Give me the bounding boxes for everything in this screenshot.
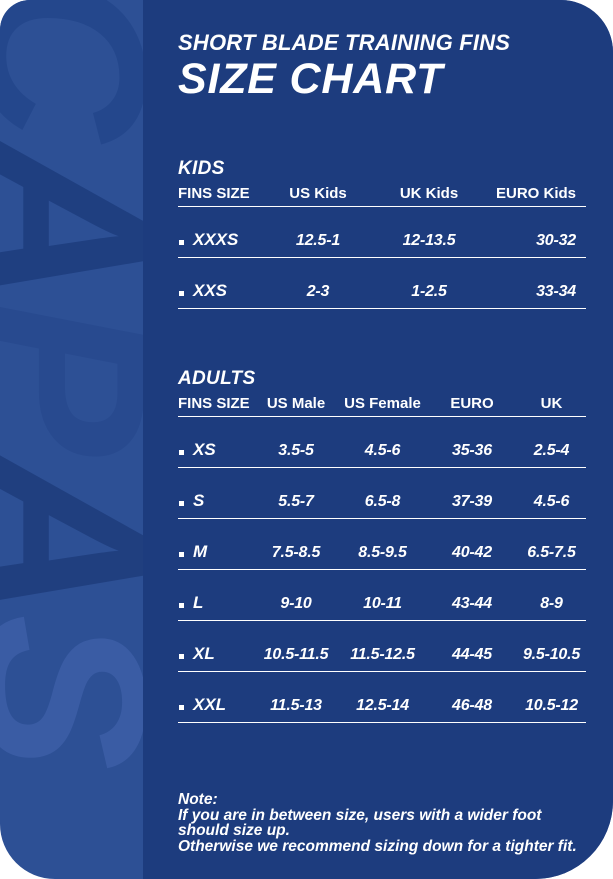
adults-table-header: FINS SIZE US Male US Female EURO UK xyxy=(178,392,586,417)
bullet-icon xyxy=(179,654,184,659)
bullet-icon xyxy=(179,501,184,506)
cell: 46-48 xyxy=(452,697,492,714)
size-label: XS xyxy=(193,440,216,459)
product-subtitle: SHORT BLADE TRAINING FINS xyxy=(178,30,511,55)
cell: 12.5-1 xyxy=(295,232,341,249)
adults-section: ADULTS FINS SIZE US Male US Female EURO … xyxy=(178,368,586,723)
cell: 4.5-6 xyxy=(364,442,401,459)
cell: 12.5-14 xyxy=(356,697,409,714)
cell: 37-39 xyxy=(452,493,492,510)
table-row: S 5.5-7 6.5-8 37-39 4.5-6 xyxy=(178,468,586,519)
size-label: S xyxy=(193,491,205,510)
cell: 44-45 xyxy=(452,646,492,663)
cell: 10.5-12 xyxy=(525,697,578,714)
bullet-icon xyxy=(179,705,184,710)
bullet-icon xyxy=(179,240,184,245)
cell: 4.5-6 xyxy=(533,493,570,510)
cell: 35-36 xyxy=(452,442,492,459)
fin-size-cell: XXXS xyxy=(178,207,263,257)
adults-heading: ADULTS xyxy=(178,368,256,389)
cell: 6.5-7.5 xyxy=(527,544,576,561)
size-label: XXXS xyxy=(193,230,239,249)
column-header: UK Kids xyxy=(399,185,459,202)
cell: 33-34 xyxy=(536,283,576,300)
cell: 9-10 xyxy=(280,595,312,612)
brand-watermark: CAPAS xyxy=(0,0,195,879)
page-title: SIZE CHART xyxy=(178,55,444,103)
column-header: EURO xyxy=(450,395,494,412)
table-row: XXXS 12.5-1 12-13.5 30-32 xyxy=(178,207,586,258)
sizing-note: Note: If you are in between size, users … xyxy=(178,792,586,854)
fin-size-cell: XXS xyxy=(178,258,263,308)
table-row: XXS 2-3 1-2.5 33-34 xyxy=(178,258,586,309)
size-label: XL xyxy=(193,644,215,663)
fin-size-cell: XL xyxy=(178,621,254,671)
kids-table-header: FINS SIZE US Kids UK Kids EURO Kids xyxy=(178,182,586,207)
bullet-icon xyxy=(179,603,184,608)
bullet-icon xyxy=(179,450,184,455)
cell: 10-11 xyxy=(363,595,402,612)
cell: 2-3 xyxy=(306,283,330,300)
fin-size-cell: XXL xyxy=(178,672,254,722)
cell: 40-42 xyxy=(452,544,492,561)
bullet-icon xyxy=(179,291,184,296)
table-row: XXL 11.5-13 12.5-14 46-48 10.5-12 xyxy=(178,672,586,723)
kids-heading: KIDS xyxy=(178,158,225,179)
table-row: L 9-10 10-11 43-44 8-9 xyxy=(178,570,586,621)
note-line: Otherwise we recommend sizing down for a… xyxy=(178,837,577,855)
column-header: US Kids xyxy=(289,185,347,202)
fin-size-cell: XS xyxy=(178,417,254,467)
main-panel: SHORT BLADE TRAINING FINS SIZE CHART KID… xyxy=(143,0,613,879)
cell: 2.5-4 xyxy=(533,442,570,459)
note-label: Note: xyxy=(178,791,218,808)
fin-size-cell: L xyxy=(178,570,254,620)
cell: 11.5-12.5 xyxy=(350,646,415,663)
column-header: EURO Kids xyxy=(495,185,576,202)
size-label: XXS xyxy=(193,281,228,300)
cell: 7.5-8.5 xyxy=(271,544,321,561)
column-header: US Female xyxy=(344,395,421,412)
note-line: should size up. xyxy=(178,822,290,839)
column-header: FINS SIZE xyxy=(178,185,250,202)
size-label: L xyxy=(193,593,204,612)
cell: 9.5-10.5 xyxy=(522,646,581,663)
cell: 43-44 xyxy=(452,595,492,612)
kids-section: KIDS FINS SIZE US Kids UK Kids EURO Kids… xyxy=(178,158,586,309)
note-line: If you are in between size, users with a… xyxy=(178,806,542,824)
cell: 10.5-11.5 xyxy=(263,646,329,663)
column-header: FINS SIZE xyxy=(178,395,250,412)
column-header: US Male xyxy=(266,395,326,412)
table-row: M 7.5-8.5 8.5-9.5 40-42 6.5-7.5 xyxy=(178,519,586,570)
cell: 30-32 xyxy=(536,232,576,249)
cell: 11.5-13 xyxy=(270,697,322,714)
fin-size-cell: M xyxy=(178,519,254,569)
fin-size-cell: S xyxy=(178,468,254,518)
column-header: UK xyxy=(540,395,563,412)
table-row: XS 3.5-5 4.5-6 35-36 2.5-4 xyxy=(178,417,586,468)
bullet-icon xyxy=(179,552,184,557)
size-label: XXL xyxy=(193,695,227,714)
cell: 8.5-9.5 xyxy=(358,544,407,561)
cell: 5.5-7 xyxy=(278,493,314,510)
table-row: XL 10.5-11.5 11.5-12.5 44-45 9.5-10.5 xyxy=(178,621,586,672)
cell: 1-2.5 xyxy=(411,283,447,300)
cell: 3.5-5 xyxy=(278,442,314,459)
cell: 6.5-8 xyxy=(364,493,401,510)
cell: 12-13.5 xyxy=(402,232,456,249)
cell: 8-9 xyxy=(540,595,563,612)
size-label: M xyxy=(193,542,208,561)
